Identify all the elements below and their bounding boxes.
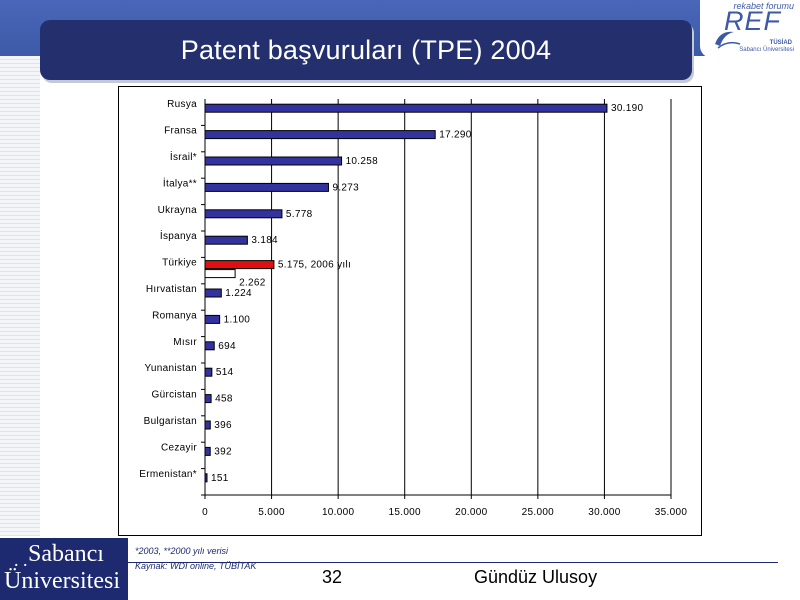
data-label: 9.273 [332,182,359,193]
category-label: Fransa [164,126,197,137]
x-tick-label: 5.000 [258,507,285,518]
bar [204,420,211,430]
x-tick-label: 35.000 [655,507,688,518]
category-label: İtalya** [163,176,197,189]
x-tick-label: 25.000 [522,507,555,518]
title-bar: Patent başvuruları (TPE) 2004 [40,20,692,80]
bar [204,156,343,166]
x-tick-label: 20.000 [455,507,488,518]
category-label: Cezayir [161,442,197,453]
category-label: İspanya [160,229,197,242]
data-label: 151 [211,473,229,484]
x-tick-label: 0 [202,507,208,518]
bar [204,209,283,219]
data-label: 396 [214,420,232,431]
slide-title: Patent başvuruları (TPE) 2004 [180,34,552,65]
author-name: Gündüz Ulusoy [474,567,598,587]
footnote-source: Kaynak: WDI online, TÜBİTAK [135,561,257,571]
bar [204,367,213,377]
secondary-data-label: 2.262 [239,278,266,289]
bar [204,394,212,404]
category-label: Ukrayna [158,205,197,216]
x-tick-label: 30.000 [588,507,621,518]
data-label: 514 [216,367,234,378]
decorative-stripes [0,56,40,536]
sabanci-logo: . . Sabancı Üniversitesi [0,538,128,600]
bar [204,182,329,192]
x-tick-label: 10.000 [322,507,355,518]
secondary-bar [204,269,236,279]
bar [204,130,436,140]
bar [204,314,221,324]
chart-frame: 0 5.000 10.000 15.000 20.000 25.000 30.000 35.0… [118,86,702,536]
data-label: 392 [214,446,232,457]
category-label: Türkiye [162,258,197,269]
data-label: 694 [218,341,236,352]
ref-logo-tagline: rekabet forumu [733,1,794,11]
bar [204,473,208,483]
bar [204,260,275,270]
ref-logo-text: REF [724,6,781,36]
data-label: 1.224 [225,288,252,299]
sabanci-logo-line-1: Sabancı [28,541,104,567]
category-label: Ermenistan* [139,469,197,480]
category-label: Mısır [173,337,197,348]
data-label: 10.258 [346,156,379,167]
category-label: Rusya [167,99,197,110]
data-label: 458 [215,394,233,405]
x-tick-label: 15.000 [389,507,422,518]
bar [204,103,608,113]
data-label: 30.190 [611,103,644,114]
data-label: 5.175, 2006 yılı [278,260,351,271]
category-label: Romanya [152,310,197,321]
footer-divider [128,562,778,563]
ref-logo-sub-1: TÜSİAD [769,40,792,46]
category-label: Yunanistan [145,363,198,374]
data-label: 17.290 [439,130,472,141]
data-label: 5.778 [286,209,313,220]
category-label: Gürcistan [152,390,198,401]
ref-logo: rekabet forumu REF TÜSİAD Sabancı Üniver… [700,0,800,58]
bar [204,446,211,456]
footnote-years: *2003, **2000 yılı verisi [135,546,229,556]
bar-chart: 0 5.000 10.000 15.000 20.000 25.000 30.000 35.0… [139,99,688,518]
bar [204,341,215,351]
ref-swirl-icon [715,31,741,49]
ref-logo-sub-2: Sabancı Üniversitesi [739,47,794,53]
data-label: 1.100 [224,314,251,325]
bar [204,235,248,245]
data-label: 3.184 [251,235,278,246]
page-number: 32 [322,567,343,587]
sabanci-logo-line-2: Üniversitesi [4,568,120,594]
category-label: Bulgaristan [144,416,197,427]
logo-dots: . . [14,550,28,570]
category-label: İsrail* [170,150,197,163]
bar [204,288,222,298]
category-label: Hırvatistan [146,284,197,295]
